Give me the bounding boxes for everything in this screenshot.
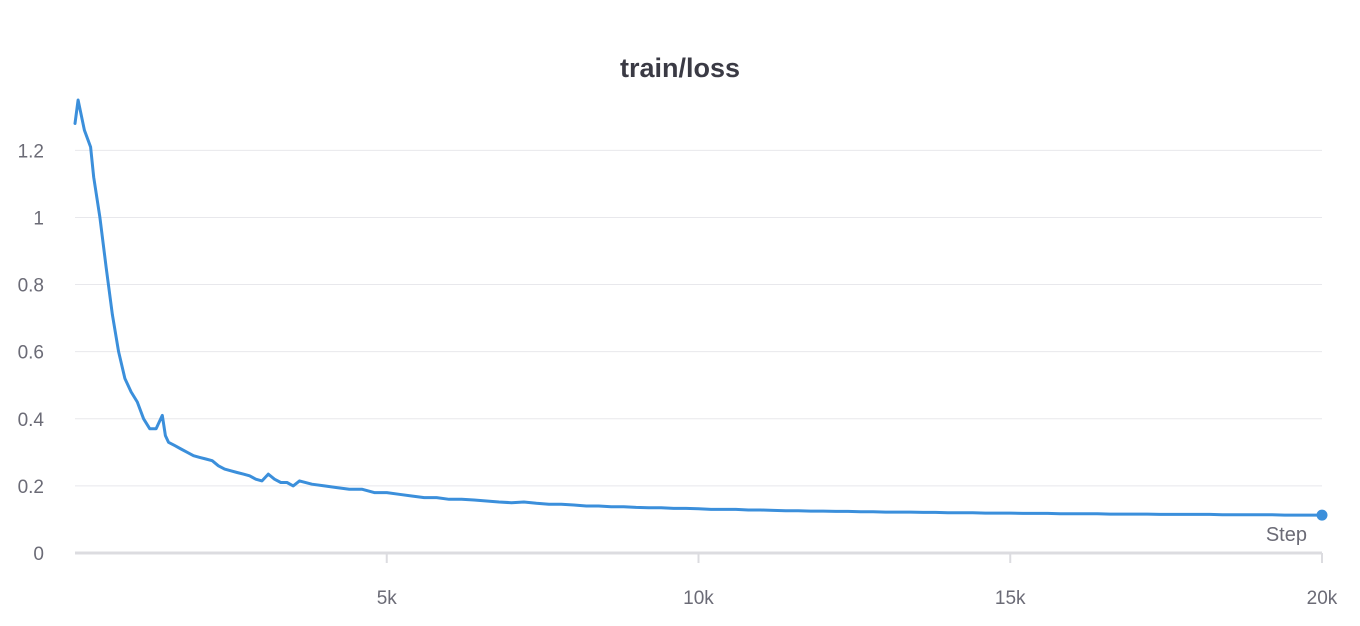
x-tick-label: 5k [377, 588, 398, 609]
x-axis-tick-labels: 5k 10k 15k 20k [377, 588, 1338, 609]
y-tick-label: 0 [33, 544, 44, 565]
x-axis [75, 551, 1323, 563]
grid-lines [75, 149, 1322, 487]
y-tick-label: 0.6 [18, 343, 44, 364]
y-axis-tick-labels: 0 0.2 0.4 0.6 0.8 1 1.2 [18, 141, 45, 565]
chart-title: train/loss [620, 53, 740, 83]
x-tick-label: 20k [1307, 588, 1338, 609]
loss-series-line [73, 98, 1324, 517]
x-tick-label: 10k [683, 588, 714, 609]
x-tick-label: 15k [995, 588, 1026, 609]
y-tick-label: 0.2 [18, 477, 44, 498]
y-tick-label: 1.2 [18, 141, 44, 162]
series-layer [73, 98, 1328, 521]
last-point-marker [1316, 509, 1328, 521]
y-tick-label: 1 [33, 208, 44, 229]
y-tick-label: 0.8 [18, 276, 44, 297]
x-axis-label: Step [1266, 524, 1307, 546]
y-tick-label: 0.4 [18, 410, 45, 431]
